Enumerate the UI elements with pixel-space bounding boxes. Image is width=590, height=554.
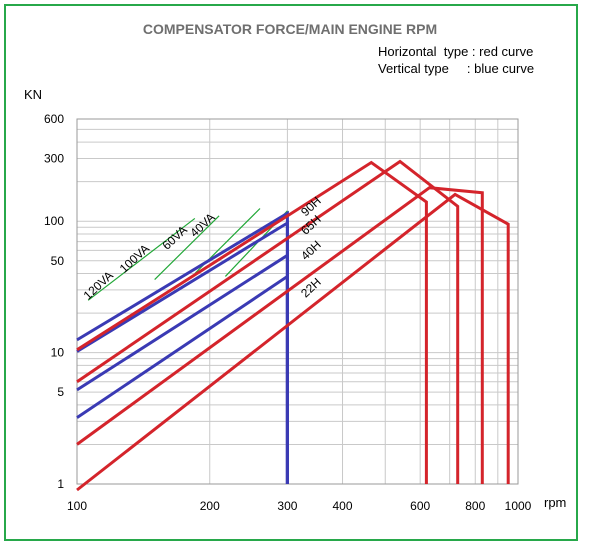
series-lines <box>76 159 510 492</box>
leader-line <box>87 217 196 301</box>
label-leader-lines <box>87 208 288 301</box>
series-label-40va: 40VA <box>187 210 217 240</box>
y-tick-label: 5 <box>57 385 64 399</box>
x-tick-label: 800 <box>465 499 485 513</box>
y-tick-label: 300 <box>44 152 64 166</box>
y-ticks: 1 5 10 50 100 300 600 <box>44 112 64 491</box>
x-tick-label: 600 <box>410 499 430 513</box>
plot-border <box>76 118 519 485</box>
series-line-40h <box>76 186 484 484</box>
series-line-65h <box>76 159 460 484</box>
series-line-40va <box>76 273 289 484</box>
legend-horizontal: Horizontal type : red curve <box>378 44 533 59</box>
grid <box>76 118 519 485</box>
y-tick-label: 50 <box>51 254 65 268</box>
chart-title: COMPENSATOR FORCE/MAIN ENGINE RPM <box>143 21 437 37</box>
y-tick-label: 100 <box>44 214 64 228</box>
x-tick-label: 300 <box>277 499 297 513</box>
y-tick-label: 10 <box>51 346 65 360</box>
series-line-90h <box>76 160 428 484</box>
y-tick-label: 1 <box>57 477 64 491</box>
leader-line <box>154 215 220 280</box>
x-axis-label: rpm <box>544 495 566 510</box>
x-tick-label: 400 <box>332 499 352 513</box>
x-ticks: 100 200 300 400 600 800 1000 <box>67 499 532 513</box>
series-label-100va: 100VA <box>117 242 152 276</box>
x-tick-label: 100 <box>67 499 87 513</box>
series-line-22h <box>76 192 510 492</box>
legend-vertical: Vertical type : blue curve <box>378 61 534 76</box>
x-tick-label: 200 <box>200 499 220 513</box>
x-tick-label: 1000 <box>505 499 532 513</box>
y-axis-label: KN <box>24 87 42 102</box>
y-tick-label: 600 <box>44 112 64 126</box>
